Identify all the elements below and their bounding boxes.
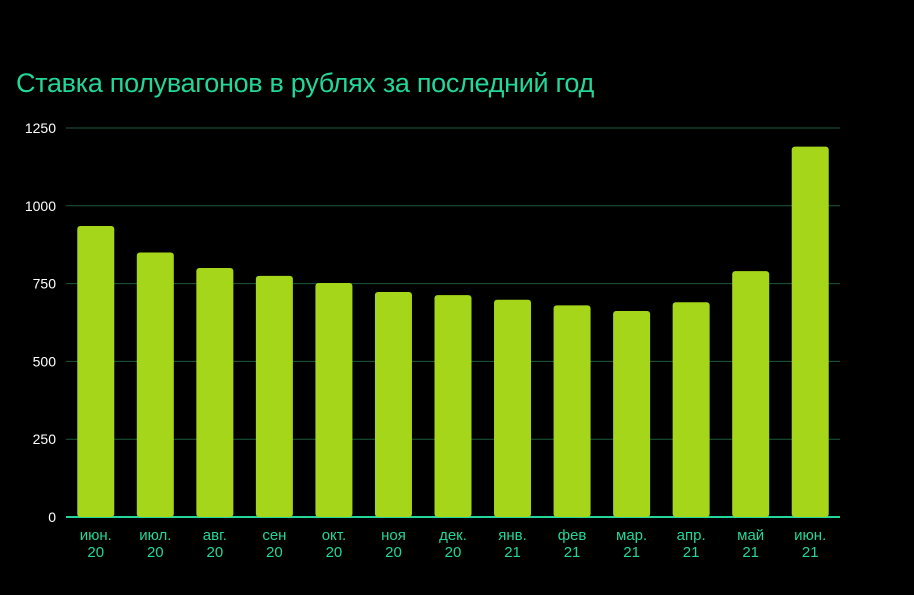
bar xyxy=(374,292,412,517)
x-axis-ticks: июн. 20 июл. 20 авг. 20 сен 20 окт. 20 ноя 20 дек. 20… xyxy=(80,527,827,561)
bar xyxy=(77,226,115,517)
bar xyxy=(315,282,353,517)
x-tick-label: апр. 21 xyxy=(677,527,706,561)
bar xyxy=(434,295,472,517)
x-tick-label: сен 20 xyxy=(262,527,286,561)
x-tick-label: июл. 20 xyxy=(139,527,171,561)
x-tick-label: мар. 21 xyxy=(616,527,647,561)
bar xyxy=(196,268,234,517)
x-tick-label: авг. 20 xyxy=(203,527,227,561)
bars xyxy=(77,146,829,518)
x-tick-label: окт. 20 xyxy=(322,527,346,561)
bar xyxy=(136,252,174,518)
y-tick-label: 250 xyxy=(33,431,57,447)
x-tick-label: янв. 21 xyxy=(498,527,527,561)
y-tick-label: 1000 xyxy=(25,198,56,214)
bar xyxy=(791,146,829,517)
y-tick-label: 0 xyxy=(48,509,56,525)
x-tick-label: июн. 21 xyxy=(794,527,826,561)
x-tick-label: июн. 20 xyxy=(80,527,112,561)
bar xyxy=(255,275,293,517)
y-axis-ticks: 0 250 500 750 1000 1250 xyxy=(25,120,56,525)
y-tick-label: 500 xyxy=(33,353,57,369)
bar xyxy=(553,305,591,517)
y-tick-label: 1250 xyxy=(25,120,56,136)
bar xyxy=(613,310,651,517)
bar xyxy=(494,299,532,517)
bar xyxy=(732,271,770,517)
chart-title: Ставка полувагонов в рублях за последний… xyxy=(16,68,595,98)
x-tick-label: фев 21 xyxy=(558,527,587,561)
x-tick-label: май 21 xyxy=(737,527,764,561)
x-tick-label: ноя 20 xyxy=(381,527,406,561)
y-tick-label: 750 xyxy=(33,276,57,292)
bar xyxy=(672,302,710,517)
x-tick-label: дек. 20 xyxy=(439,527,467,561)
